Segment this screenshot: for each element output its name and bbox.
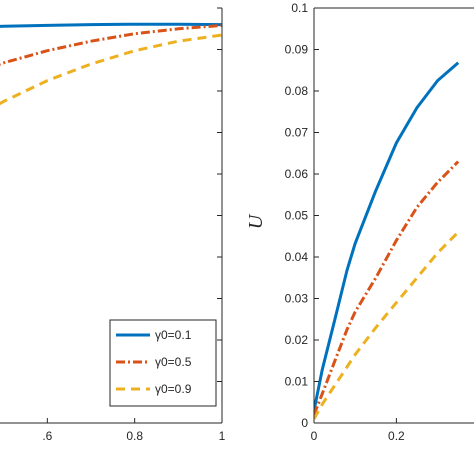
- right-plot-y-tick-label: 0.1: [291, 1, 308, 15]
- left-plot: .6 0.8 1 γ0=0.1 γ0=0.5 γ0=0.9: [0, 7, 226, 443]
- left-plot-series-group: [0, 22, 222, 106]
- right-plot-y-tick-label: 0.06: [285, 167, 309, 181]
- left-plot-series-line-1: [0, 22, 222, 28]
- right-plot-y-axis-label: U: [245, 213, 267, 229]
- legend: γ0=0.1 γ0=0.5 γ0=0.9: [109, 319, 217, 407]
- right-plot-y-tick-label: 0.04: [285, 250, 309, 264]
- right-plot-series-line-1: [314, 61, 460, 411]
- right-plot-x-tick-label: 0: [311, 429, 318, 443]
- right-plot-series-line-3: [314, 231, 460, 420]
- right-plot-y-tick-label: 0.07: [285, 126, 309, 140]
- right-plot-y-tick-label: 0.01: [285, 375, 309, 389]
- right-plot-y-tick-label: 0: [301, 416, 308, 430]
- left-plot-x-tick-label: 0.8: [126, 429, 143, 443]
- right-plot-y-tick-label: 0.09: [285, 43, 309, 57]
- legend-label-1: γ0=0.1: [155, 328, 192, 342]
- right-plot-y-tick-label: 0.08: [285, 84, 309, 98]
- right-plot-y-tick-label: 0.03: [285, 292, 309, 306]
- right-plot-series-group: [314, 61, 460, 420]
- left-plot-x-tick-label: 1: [219, 429, 226, 443]
- left-plot-series-line-2: [0, 23, 222, 66]
- legend-label-3: γ0=0.9: [155, 382, 192, 396]
- right-plot-x-tick-label: 0.2: [388, 429, 405, 443]
- right-plot-y-tick-label: 0.02: [285, 333, 309, 347]
- right-plot: 0 0.01 0.02 0.03 0.04 0.05 0.06 0.07 0.08 0.09 0.1…: [245, 1, 474, 443]
- left-plot-series-line-3: [0, 33, 222, 106]
- right-plot-series-line-2: [314, 160, 460, 416]
- legend-label-2: γ0=0.5: [155, 355, 192, 369]
- left-plot-x-tick-label: .6: [42, 429, 52, 443]
- right-plot-y-tick-label: 0.05: [285, 209, 309, 223]
